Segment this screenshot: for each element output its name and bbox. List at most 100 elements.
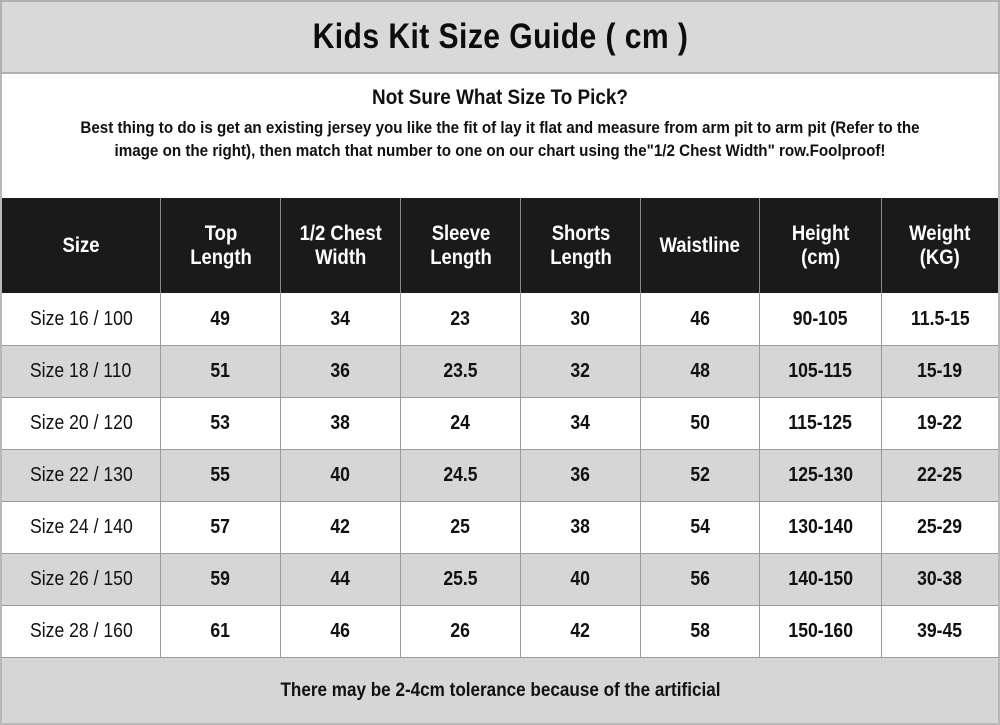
data-cell: 57 — [161, 502, 281, 553]
cell-value: 24.5 — [443, 464, 478, 486]
cell-value: 40 — [330, 464, 351, 486]
table-body: Size 16 / 100 49 34 23 30 46 90-105 11.5-15 Size… — [2, 293, 998, 657]
cell-value: 57 — [210, 516, 231, 538]
cell-value: 19-22 — [917, 412, 963, 434]
data-cell: 42 — [281, 502, 401, 553]
data-cell: 50 — [641, 398, 760, 449]
data-cell: 30 — [521, 293, 641, 345]
data-cell: 46 — [641, 293, 760, 345]
cell-value: 52 — [690, 464, 710, 486]
data-cell: 130-140 — [760, 502, 882, 553]
data-cell: 25 — [401, 502, 521, 553]
data-cell: 23.5 — [401, 346, 521, 397]
column-header-height-cm: Height (cm) — [760, 198, 882, 293]
cell-value: 22-25 — [917, 464, 963, 486]
cell-value: 90-105 — [793, 307, 848, 330]
cell-value: 61 — [210, 620, 231, 642]
intro-body: Best thing to do is get an existing jers… — [80, 119, 920, 161]
data-cell: 19-22 — [882, 398, 998, 449]
column-header-1-2-chest-width: 1/2 Chest Width — [281, 198, 401, 293]
data-cell: 105-115 — [760, 346, 882, 397]
cell-value: 25 — [450, 516, 471, 538]
cell-value: 36 — [570, 464, 591, 486]
cell-value: Size 28 / 160 — [29, 620, 133, 642]
cell-value: 23.5 — [443, 360, 478, 382]
data-cell: 55 — [161, 450, 281, 501]
cell-value: 11.5-15 — [910, 307, 970, 330]
cell-value: Size 16 / 100 — [29, 307, 133, 330]
data-cell: 23 — [401, 293, 521, 345]
cell-value: 34 — [330, 307, 351, 330]
data-cell: 46 — [281, 606, 401, 657]
cell-value: 42 — [570, 620, 591, 642]
table-row: Size 18 / 110 51 36 23.5 32 48 105-115 15-19 — [2, 345, 998, 397]
data-cell: 39-45 — [882, 606, 998, 657]
cell-value: 51 — [210, 360, 231, 382]
column-header-top-length: Top Length — [161, 198, 281, 293]
size-label-cell: Size 22 / 130 — [2, 450, 161, 501]
intro-section: Not Sure What Size To Pick? Best thing t… — [0, 74, 1000, 198]
data-cell: 52 — [641, 450, 760, 501]
cell-value: 15-19 — [917, 360, 963, 382]
table-row: Size 20 / 120 53 38 24 34 50 115-125 19-22 — [2, 397, 998, 449]
cell-value: 40 — [570, 568, 591, 590]
data-cell: 11.5-15 — [882, 293, 998, 345]
cell-value: 46 — [330, 620, 351, 642]
data-cell: 44 — [281, 554, 401, 605]
data-cell: 42 — [521, 606, 641, 657]
cell-value: 23 — [450, 307, 471, 330]
data-cell: 36 — [281, 346, 401, 397]
column-header-waistline: Waistline — [641, 198, 760, 293]
data-cell: 140-150 — [760, 554, 882, 605]
cell-value: 36 — [330, 360, 351, 382]
data-cell: 22-25 — [882, 450, 998, 501]
cell-value: 130-140 — [788, 516, 853, 538]
column-header-label: 1/2 Chest Width — [299, 221, 382, 269]
table-header-row: Size Top Length 1/2 Chest Width Sleeve Length S… — [2, 198, 998, 293]
cell-value: 49 — [210, 307, 231, 330]
cell-value: 46 — [690, 307, 710, 330]
data-cell: 54 — [641, 502, 760, 553]
data-cell: 15-19 — [882, 346, 998, 397]
data-cell: 150-160 — [760, 606, 882, 657]
column-header-label: Waistline — [659, 233, 741, 257]
cell-value: 58 — [690, 620, 710, 642]
cell-value: 26 — [450, 620, 471, 642]
cell-value: 55 — [210, 464, 231, 486]
cell-value: 56 — [690, 568, 710, 590]
cell-value: 44 — [330, 568, 351, 590]
cell-value: 53 — [210, 412, 231, 434]
size-label-cell: Size 20 / 120 — [2, 398, 161, 449]
data-cell: 59 — [161, 554, 281, 605]
data-cell: 51 — [161, 346, 281, 397]
cell-value: 48 — [690, 360, 710, 382]
cell-value: 59 — [210, 568, 231, 590]
column-header-label: Sleeve Length — [429, 221, 492, 269]
tolerance-note-text: There may be 2-4cm tolerance because of … — [279, 679, 721, 701]
cell-value: Size 24 / 140 — [29, 516, 133, 538]
size-label-cell: Size 18 / 110 — [2, 346, 161, 397]
column-header-weight-kg: Weight (KG) — [882, 198, 998, 293]
data-cell: 24.5 — [401, 450, 521, 501]
data-cell: 58 — [641, 606, 760, 657]
data-cell: 40 — [281, 450, 401, 501]
column-header-label: Height (cm) — [791, 221, 850, 269]
cell-value: 38 — [330, 412, 351, 434]
size-label-cell: Size 24 / 140 — [2, 502, 161, 553]
data-cell: 125-130 — [760, 450, 882, 501]
data-cell: 34 — [281, 293, 401, 345]
cell-value: 34 — [570, 412, 591, 434]
data-cell: 36 — [521, 450, 641, 501]
data-cell: 25-29 — [882, 502, 998, 553]
data-cell: 115-125 — [760, 398, 882, 449]
data-cell: 38 — [521, 502, 641, 553]
data-cell: 61 — [161, 606, 281, 657]
table-row: Size 26 / 150 59 44 25.5 40 56 140-150 30-38 — [2, 553, 998, 605]
data-cell: 30-38 — [882, 554, 998, 605]
table-row: Size 24 / 140 57 42 25 38 54 130-140 25-29 — [2, 501, 998, 553]
size-table: Size Top Length 1/2 Chest Width Sleeve Length S… — [0, 198, 1000, 657]
cell-value: 38 — [570, 516, 591, 538]
cell-value: 150-160 — [788, 620, 853, 642]
data-cell: 34 — [521, 398, 641, 449]
